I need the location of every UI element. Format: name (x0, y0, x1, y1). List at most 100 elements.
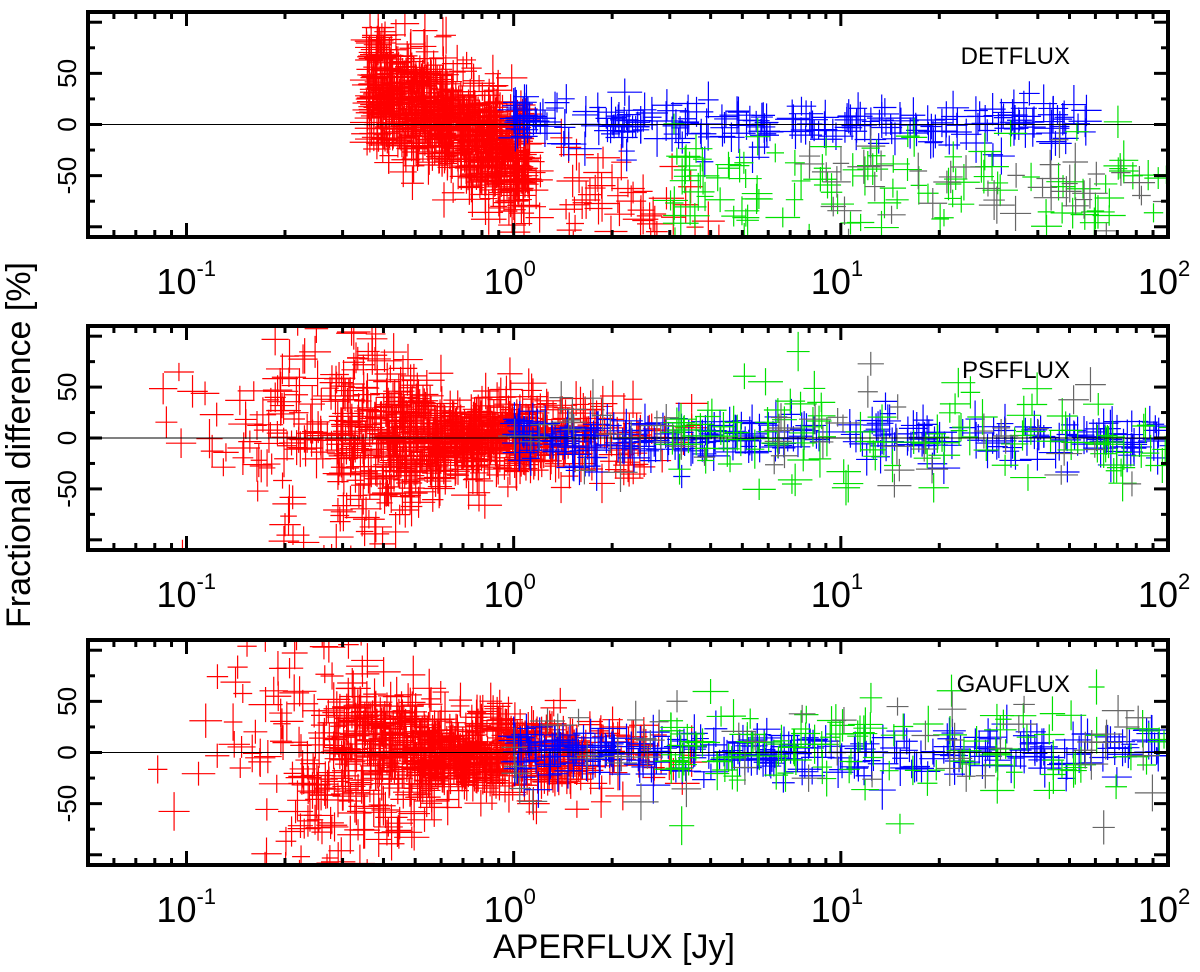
point-red (349, 371, 379, 404)
point-blue (554, 108, 576, 146)
point-red (392, 82, 412, 116)
point-red (365, 401, 398, 434)
y-axis-label: Fractional difference [%] (0, 262, 38, 628)
point-red (500, 196, 518, 226)
point-gray (573, 456, 596, 485)
point-blue (559, 430, 586, 465)
point-blue (933, 745, 954, 764)
point-red (469, 756, 503, 783)
point-blue (692, 771, 716, 789)
point-blue (836, 409, 864, 441)
point-red (470, 731, 487, 755)
point-red (433, 742, 465, 774)
point-red (480, 404, 500, 424)
point-red (229, 757, 251, 778)
point-gray (603, 736, 632, 777)
point-red (385, 19, 406, 51)
point-green (864, 210, 899, 237)
point-red (287, 689, 319, 718)
point-red (421, 85, 453, 110)
point-red (436, 91, 460, 111)
point-gray (988, 736, 1013, 760)
point-red (448, 773, 469, 808)
point-red (377, 469, 395, 507)
point-green (847, 720, 869, 753)
point-green (1034, 724, 1065, 745)
point-red (497, 180, 530, 221)
point-red (371, 785, 396, 826)
point-red (480, 146, 502, 184)
point-blue (776, 104, 811, 133)
point-blue (1029, 415, 1052, 440)
point-gray (864, 171, 886, 202)
point-red (255, 798, 279, 821)
point-red (611, 143, 632, 181)
point-gray (827, 407, 848, 427)
point-blue (1060, 413, 1079, 437)
point-red (450, 695, 470, 717)
point-red (365, 326, 386, 352)
point-gray (1083, 441, 1106, 458)
point-blue (562, 427, 589, 455)
point-blue (595, 436, 618, 454)
point-gray (909, 152, 928, 190)
point-gray (529, 423, 549, 452)
point-red (718, 224, 720, 237)
point-red (605, 781, 641, 811)
point-gray (635, 730, 665, 751)
point-red (393, 343, 423, 376)
point-red (709, 254, 744, 281)
point-green (663, 204, 685, 227)
point-green (1022, 162, 1040, 192)
x-tick-exponent: -1 (196, 256, 216, 281)
point-red (457, 730, 491, 765)
point-blue (818, 122, 854, 150)
point-red (264, 382, 286, 413)
point-gray (1123, 166, 1156, 200)
point-blue (589, 92, 607, 123)
point-red (247, 411, 267, 440)
point-green (777, 754, 794, 792)
point-red (603, 718, 636, 736)
point-red (227, 736, 256, 758)
point-red (213, 443, 239, 462)
point-green (863, 442, 888, 471)
point-gray (884, 458, 915, 482)
point-red (232, 440, 254, 475)
point-blue (710, 111, 739, 144)
point-gray (639, 410, 675, 441)
point-red (361, 18, 395, 37)
x-tick-label: 10 (811, 889, 851, 930)
point-gray (788, 704, 816, 723)
point-blue (1118, 438, 1137, 473)
point-red (483, 460, 511, 478)
point-green (810, 137, 842, 156)
point-green (982, 749, 1013, 781)
point-gray (770, 403, 792, 432)
point-gray (1046, 441, 1083, 466)
point-red (376, 491, 393, 514)
point-gray (623, 783, 659, 821)
point-red (459, 418, 494, 447)
x-tick-label: 10 (156, 574, 196, 615)
point-red (402, 84, 435, 124)
point-red (566, 214, 585, 233)
point-green (777, 463, 813, 497)
point-green (682, 172, 715, 211)
point-blue (609, 106, 639, 133)
point-red (371, 791, 400, 829)
point-red (571, 386, 590, 423)
point-red (386, 806, 414, 840)
point-blue (510, 115, 539, 144)
point-red (415, 35, 439, 69)
point-gray (820, 196, 846, 217)
point-red (237, 640, 257, 657)
point-red (490, 696, 527, 732)
point-red (422, 487, 444, 512)
point-blue (506, 401, 534, 440)
x-axis-label: APERFLUX [Jy] (493, 928, 735, 966)
point-red (320, 741, 339, 763)
point-green (1060, 753, 1087, 788)
point-red (493, 193, 515, 212)
point-red (367, 708, 387, 741)
